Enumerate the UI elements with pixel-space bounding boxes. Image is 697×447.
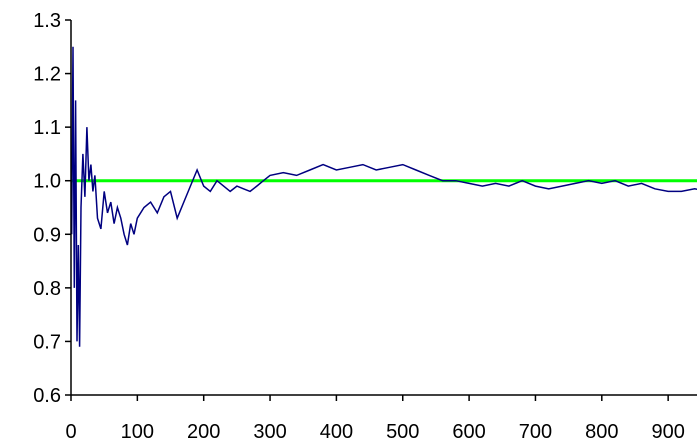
- y-tick-label: 1.1: [33, 117, 61, 139]
- y-tick-label: 1.0: [33, 171, 61, 193]
- x-tick-label: 800: [585, 421, 618, 443]
- x-tick-label: 500: [386, 421, 419, 443]
- x-tick-label: 700: [519, 421, 552, 443]
- x-tick-label: 300: [253, 421, 286, 443]
- y-tick-label: 1.2: [33, 64, 61, 86]
- x-tick-label: 200: [187, 421, 220, 443]
- x-tick-label: 400: [320, 421, 353, 443]
- x-tick-label: 0: [65, 421, 76, 443]
- x-tick-label: 600: [452, 421, 485, 443]
- y-tick-label: 0.8: [33, 278, 61, 300]
- y-tick-label: 0.9: [33, 224, 61, 246]
- x-tick-label: 100: [121, 421, 154, 443]
- x-tick-label: 900: [651, 421, 684, 443]
- y-tick-label: 0.6: [33, 385, 61, 407]
- series-line: [70, 46, 697, 347]
- y-tick-label: 0.7: [33, 331, 61, 353]
- y-tick-label: 1.3: [33, 10, 61, 32]
